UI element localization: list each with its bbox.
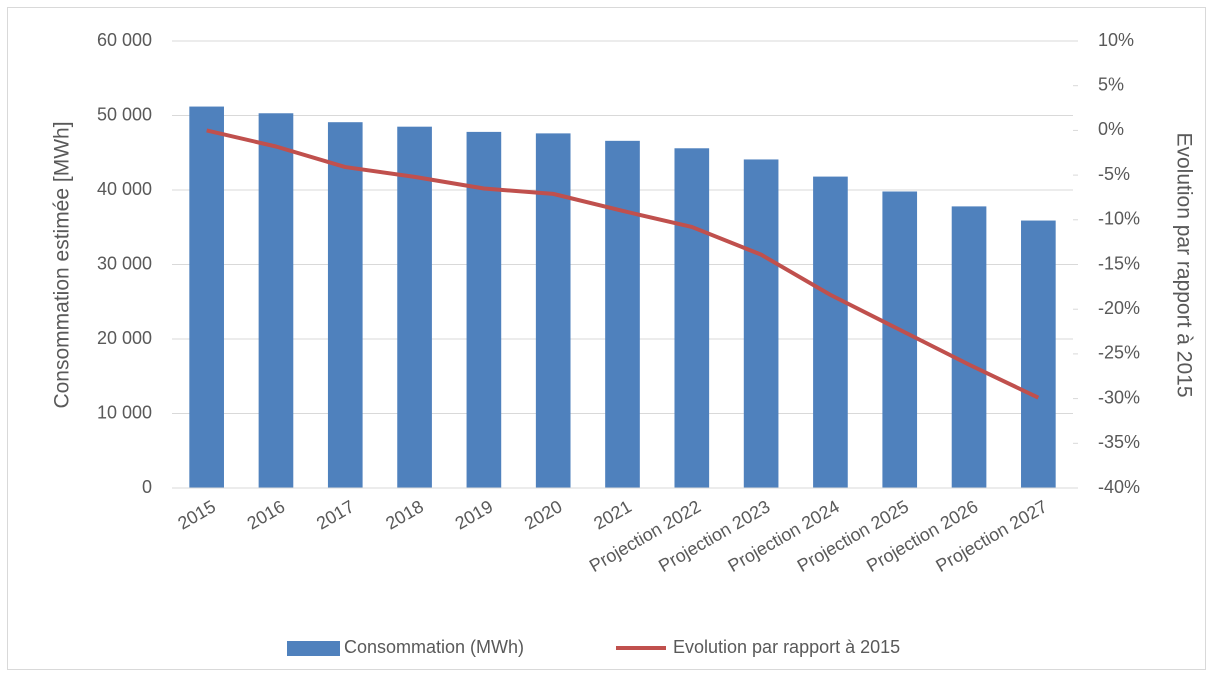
y2-tick-label: -10% [1098,209,1140,229]
y2-tick-label: -5% [1098,164,1130,184]
y-tick-label: 20 000 [97,328,152,348]
legend-label: Consommation (MWh) [344,637,524,657]
legend-swatch [287,641,340,656]
bar [258,113,294,488]
bar [951,206,987,488]
bar [605,140,640,488]
y2-tick-label: -15% [1098,253,1140,273]
bar [397,126,432,489]
bar [327,122,363,488]
y-tick-label: 60 000 [97,30,152,50]
y2-tick-label: -25% [1098,343,1140,363]
y2-tick-label: -40% [1098,477,1140,497]
y-tick-label: 30 000 [97,253,152,273]
bar [743,159,779,488]
bar [189,106,224,488]
y2-tick-label: -20% [1098,298,1140,318]
bar [535,133,571,488]
y-tick-label: 0 [142,477,152,497]
y2-tick-label: 5% [1098,74,1124,94]
bar [674,148,710,488]
y-tick-label: 50 000 [97,104,152,124]
y2-axis-title: Evolution par rapport à 2015 [1172,132,1195,397]
bar [813,176,848,488]
y2-tick-label: -35% [1098,432,1140,452]
legend-label: Evolution par rapport à 2015 [673,637,900,657]
y-tick-label: 10 000 [97,402,152,422]
y2-tick-label: 10% [1098,30,1134,50]
line [206,128,1040,400]
y-axis-title: Consommation estimée [MWh] [51,121,74,408]
bar [1021,220,1056,489]
y2-tick-label: -30% [1098,387,1140,407]
bar [882,191,918,489]
y2-tick-label: 0% [1098,119,1124,139]
y-tick-label: 40 000 [97,179,152,199]
